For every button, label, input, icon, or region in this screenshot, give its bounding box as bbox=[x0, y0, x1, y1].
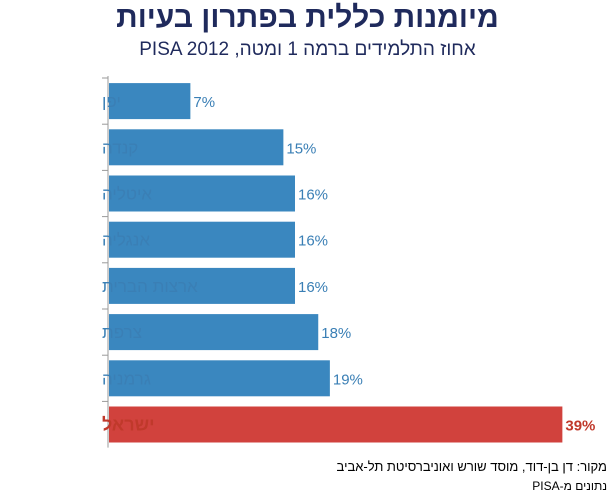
bar-2 bbox=[109, 175, 295, 212]
category-label-4: ארצות הברית bbox=[102, 277, 198, 296]
bar-7 bbox=[109, 406, 563, 443]
category-label-5: צרפת bbox=[102, 323, 142, 342]
category-label-2: איטליה bbox=[102, 185, 152, 204]
category-label-7: ישראל bbox=[102, 415, 155, 435]
value-label-2: 16% bbox=[298, 187, 328, 204]
value-label-0: 7% bbox=[193, 94, 215, 111]
category-label-3: אנגליה bbox=[102, 231, 150, 250]
value-label-4: 16% bbox=[298, 279, 328, 296]
category-label-0: יפן bbox=[102, 92, 121, 111]
bar-5 bbox=[109, 314, 319, 351]
value-label-3: 16% bbox=[298, 233, 328, 250]
value-label-1: 15% bbox=[286, 140, 316, 157]
category-label-6: גרמניה bbox=[102, 369, 151, 388]
bar-3 bbox=[109, 221, 295, 258]
bar-1 bbox=[109, 129, 284, 166]
value-label-6: 19% bbox=[333, 371, 363, 388]
chart-subtitle: אחוז התלמידים ברמה 1 ומטה, PISA 2012 bbox=[139, 39, 476, 60]
value-label-5: 18% bbox=[321, 325, 351, 342]
source-note: מקור: דן בן-דוד, מוסד שורש ואוניברסיטת ת… bbox=[336, 459, 607, 474]
value-label-7: 39% bbox=[565, 418, 595, 435]
chart-title: מיומנות כללית בפתרון בעיות bbox=[116, 1, 499, 34]
data-note: נתונים מ-PISA bbox=[532, 479, 607, 493]
bar-4 bbox=[109, 267, 295, 304]
category-label-1: קנדה bbox=[102, 138, 138, 157]
bar-6 bbox=[109, 360, 330, 397]
bar-0 bbox=[109, 83, 191, 120]
